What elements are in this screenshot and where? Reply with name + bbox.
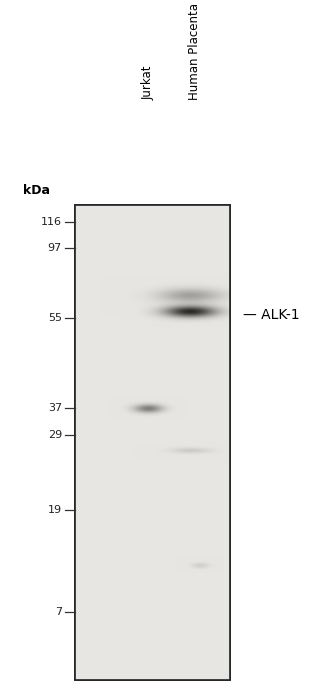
Text: 19: 19 <box>48 505 62 515</box>
Text: Human Placenta: Human Placenta <box>188 3 202 100</box>
Bar <box>75 205 230 680</box>
Text: 37: 37 <box>48 403 62 413</box>
Text: kDa: kDa <box>24 184 50 197</box>
Text: 116: 116 <box>41 217 62 227</box>
Text: 7: 7 <box>55 607 62 617</box>
Text: 29: 29 <box>48 430 62 440</box>
Text: Jurkat: Jurkat <box>142 66 155 100</box>
Text: — ALK-1: — ALK-1 <box>243 308 299 322</box>
Bar <box>75 205 230 680</box>
Text: 97: 97 <box>48 243 62 253</box>
Text: 55: 55 <box>48 313 62 323</box>
